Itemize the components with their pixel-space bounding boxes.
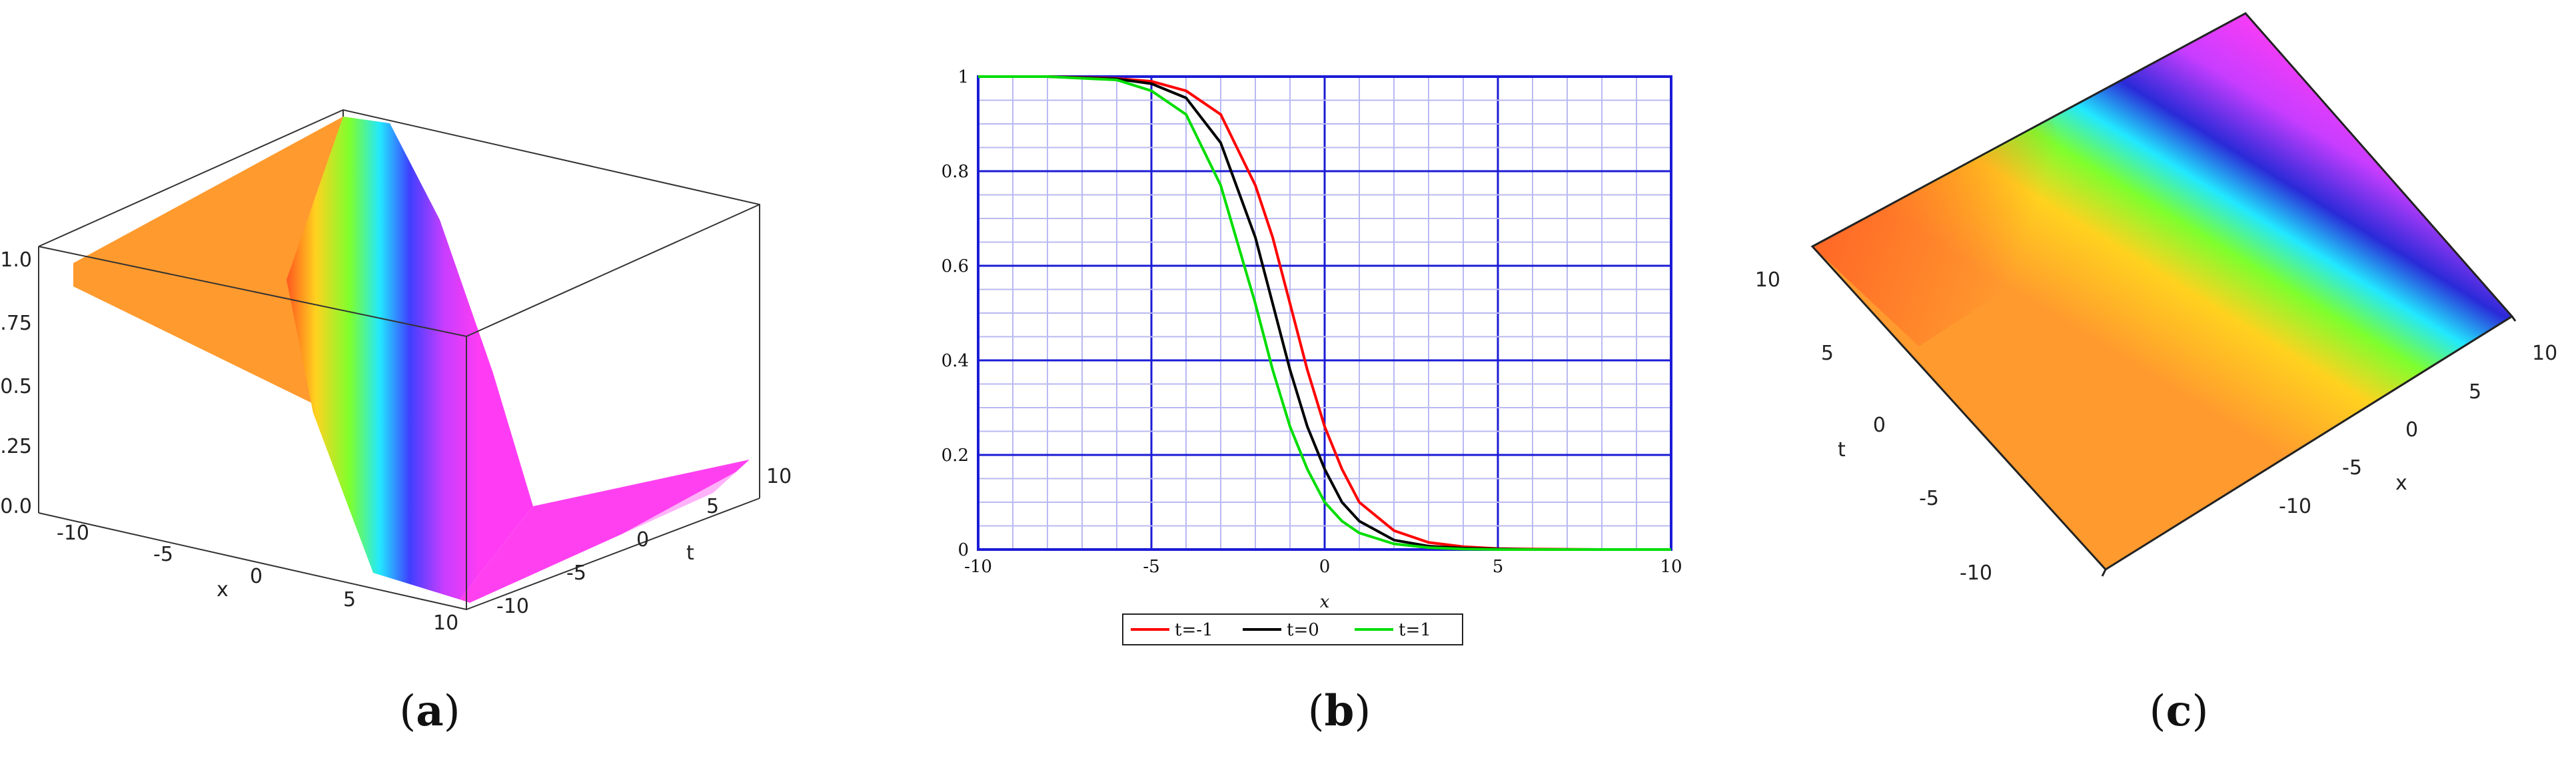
t-tick: 5 <box>1821 342 1834 365</box>
t-axis-label-a: t <box>686 542 694 565</box>
series-line-t=1 <box>978 75 1671 551</box>
t-tick: 10 <box>766 465 792 488</box>
z-tick: 1.0 <box>0 248 32 272</box>
z-tick: 0.25 <box>0 435 32 458</box>
z-tick: 0.0 <box>0 495 32 518</box>
x-tick: 0 <box>2405 418 2418 442</box>
y-tick-label: 0 <box>958 540 969 560</box>
t-tick: -5 <box>566 562 586 585</box>
y-tick-label: 0.4 <box>942 351 969 371</box>
x-tick: 5 <box>343 588 356 611</box>
x-tick: 10 <box>2532 342 2557 365</box>
legend-label: t=-1 <box>1175 620 1213 640</box>
y-tick-label: 0.8 <box>942 162 969 182</box>
t-tick: 0 <box>1873 414 1886 437</box>
x-tick: 10 <box>433 611 458 635</box>
panel-b: 0 0.2 0.4 0.6 0.8 1 -10 -5 0 5 10 x t=-1 t=0 t=1 (b… <box>860 0 1719 768</box>
z-tick: 0.5 <box>0 375 32 398</box>
t-axis-ticks-c: 10 5 0 -5 -10 t <box>1755 268 1992 585</box>
x-axis-ticks-a: -10 -5 0 5 10 x <box>57 522 458 635</box>
caption-c: (c) <box>2149 686 2209 736</box>
x-axis-label-c: x <box>2395 472 2407 495</box>
panel-a: 1.0 0.75 0.5 0.25 0.0 -10 -5 0 5 10 x 10… <box>0 0 860 768</box>
chart-series <box>978 75 1671 551</box>
legend-box <box>1122 613 1463 645</box>
z-axis-ticks: 1.0 0.75 0.5 0.25 0.0 <box>0 248 32 518</box>
x-axis-ticks: -10 -5 0 5 10 <box>964 557 1682 577</box>
x-tick: -5 <box>2342 456 2362 480</box>
y-tick-label: 0.2 <box>942 446 969 466</box>
x-tick: -10 <box>57 522 89 545</box>
y-tick-label: 0.6 <box>942 256 969 276</box>
chart-grid <box>977 75 1672 551</box>
y-tick-label: 1 <box>958 67 969 87</box>
x-tick-label: 0 <box>1319 557 1331 577</box>
t-tick: -10 <box>496 595 529 618</box>
x-axis-label-a: x <box>217 578 229 601</box>
t-tick: -10 <box>1960 562 1992 585</box>
t-tick: 5 <box>706 495 719 518</box>
surface-a <box>73 117 750 611</box>
x-tick: -5 <box>153 543 173 566</box>
x-tick: 5 <box>2469 380 2481 404</box>
z-tick: 0.75 <box>0 312 32 335</box>
t-axis-ticks-a: 10 5 0 -5 -10 t <box>496 465 792 618</box>
legend-label: t=0 <box>1287 620 1319 640</box>
t-tick: 10 <box>1755 268 1780 292</box>
caption-a: (a) <box>399 686 460 736</box>
t-axis-label-c: t <box>1838 438 1846 462</box>
plot-frame <box>977 75 1672 551</box>
box-front-edges <box>38 204 760 611</box>
chart-legend: t=-1 t=0 t=1 <box>1122 613 1463 645</box>
surface-topview-c: 10 5 0 -5 -10 t 10 5 0 -5 -10 x <box>1755 12 2557 585</box>
x-tick: 0 <box>250 565 263 588</box>
x-tick: -10 <box>2279 495 2311 518</box>
x-tick-label: 10 <box>1660 557 1682 577</box>
x-tick-label: 5 <box>1493 557 1504 577</box>
x-axis-label: x <box>1320 592 1330 612</box>
x-axis-ticks-c: 10 5 0 -5 -10 x <box>2279 342 2557 518</box>
legend-label: t=1 <box>1399 620 1431 640</box>
panel-c: 10 5 0 -5 -10 t 10 5 0 -5 -10 x (c) <box>1719 0 2576 768</box>
y-axis-ticks: 0 0.2 0.4 0.6 0.8 1 <box>942 67 969 560</box>
x-tick-label: -5 <box>1143 557 1159 577</box>
surface-3d-plot-a: 1.0 0.75 0.5 0.25 0.0 -10 -5 0 5 10 x 10… <box>0 109 792 635</box>
box-edges-c <box>1810 12 2517 577</box>
t-tick: 0 <box>636 528 649 552</box>
x-tick-label: -10 <box>964 557 992 577</box>
t-tick: -5 <box>1919 487 1939 510</box>
line-chart-b: 0 0.2 0.4 0.6 0.8 1 -10 -5 0 5 10 x t=-1 t=0 t=1 <box>942 67 1682 645</box>
caption-b: (b) <box>1307 686 1371 736</box>
